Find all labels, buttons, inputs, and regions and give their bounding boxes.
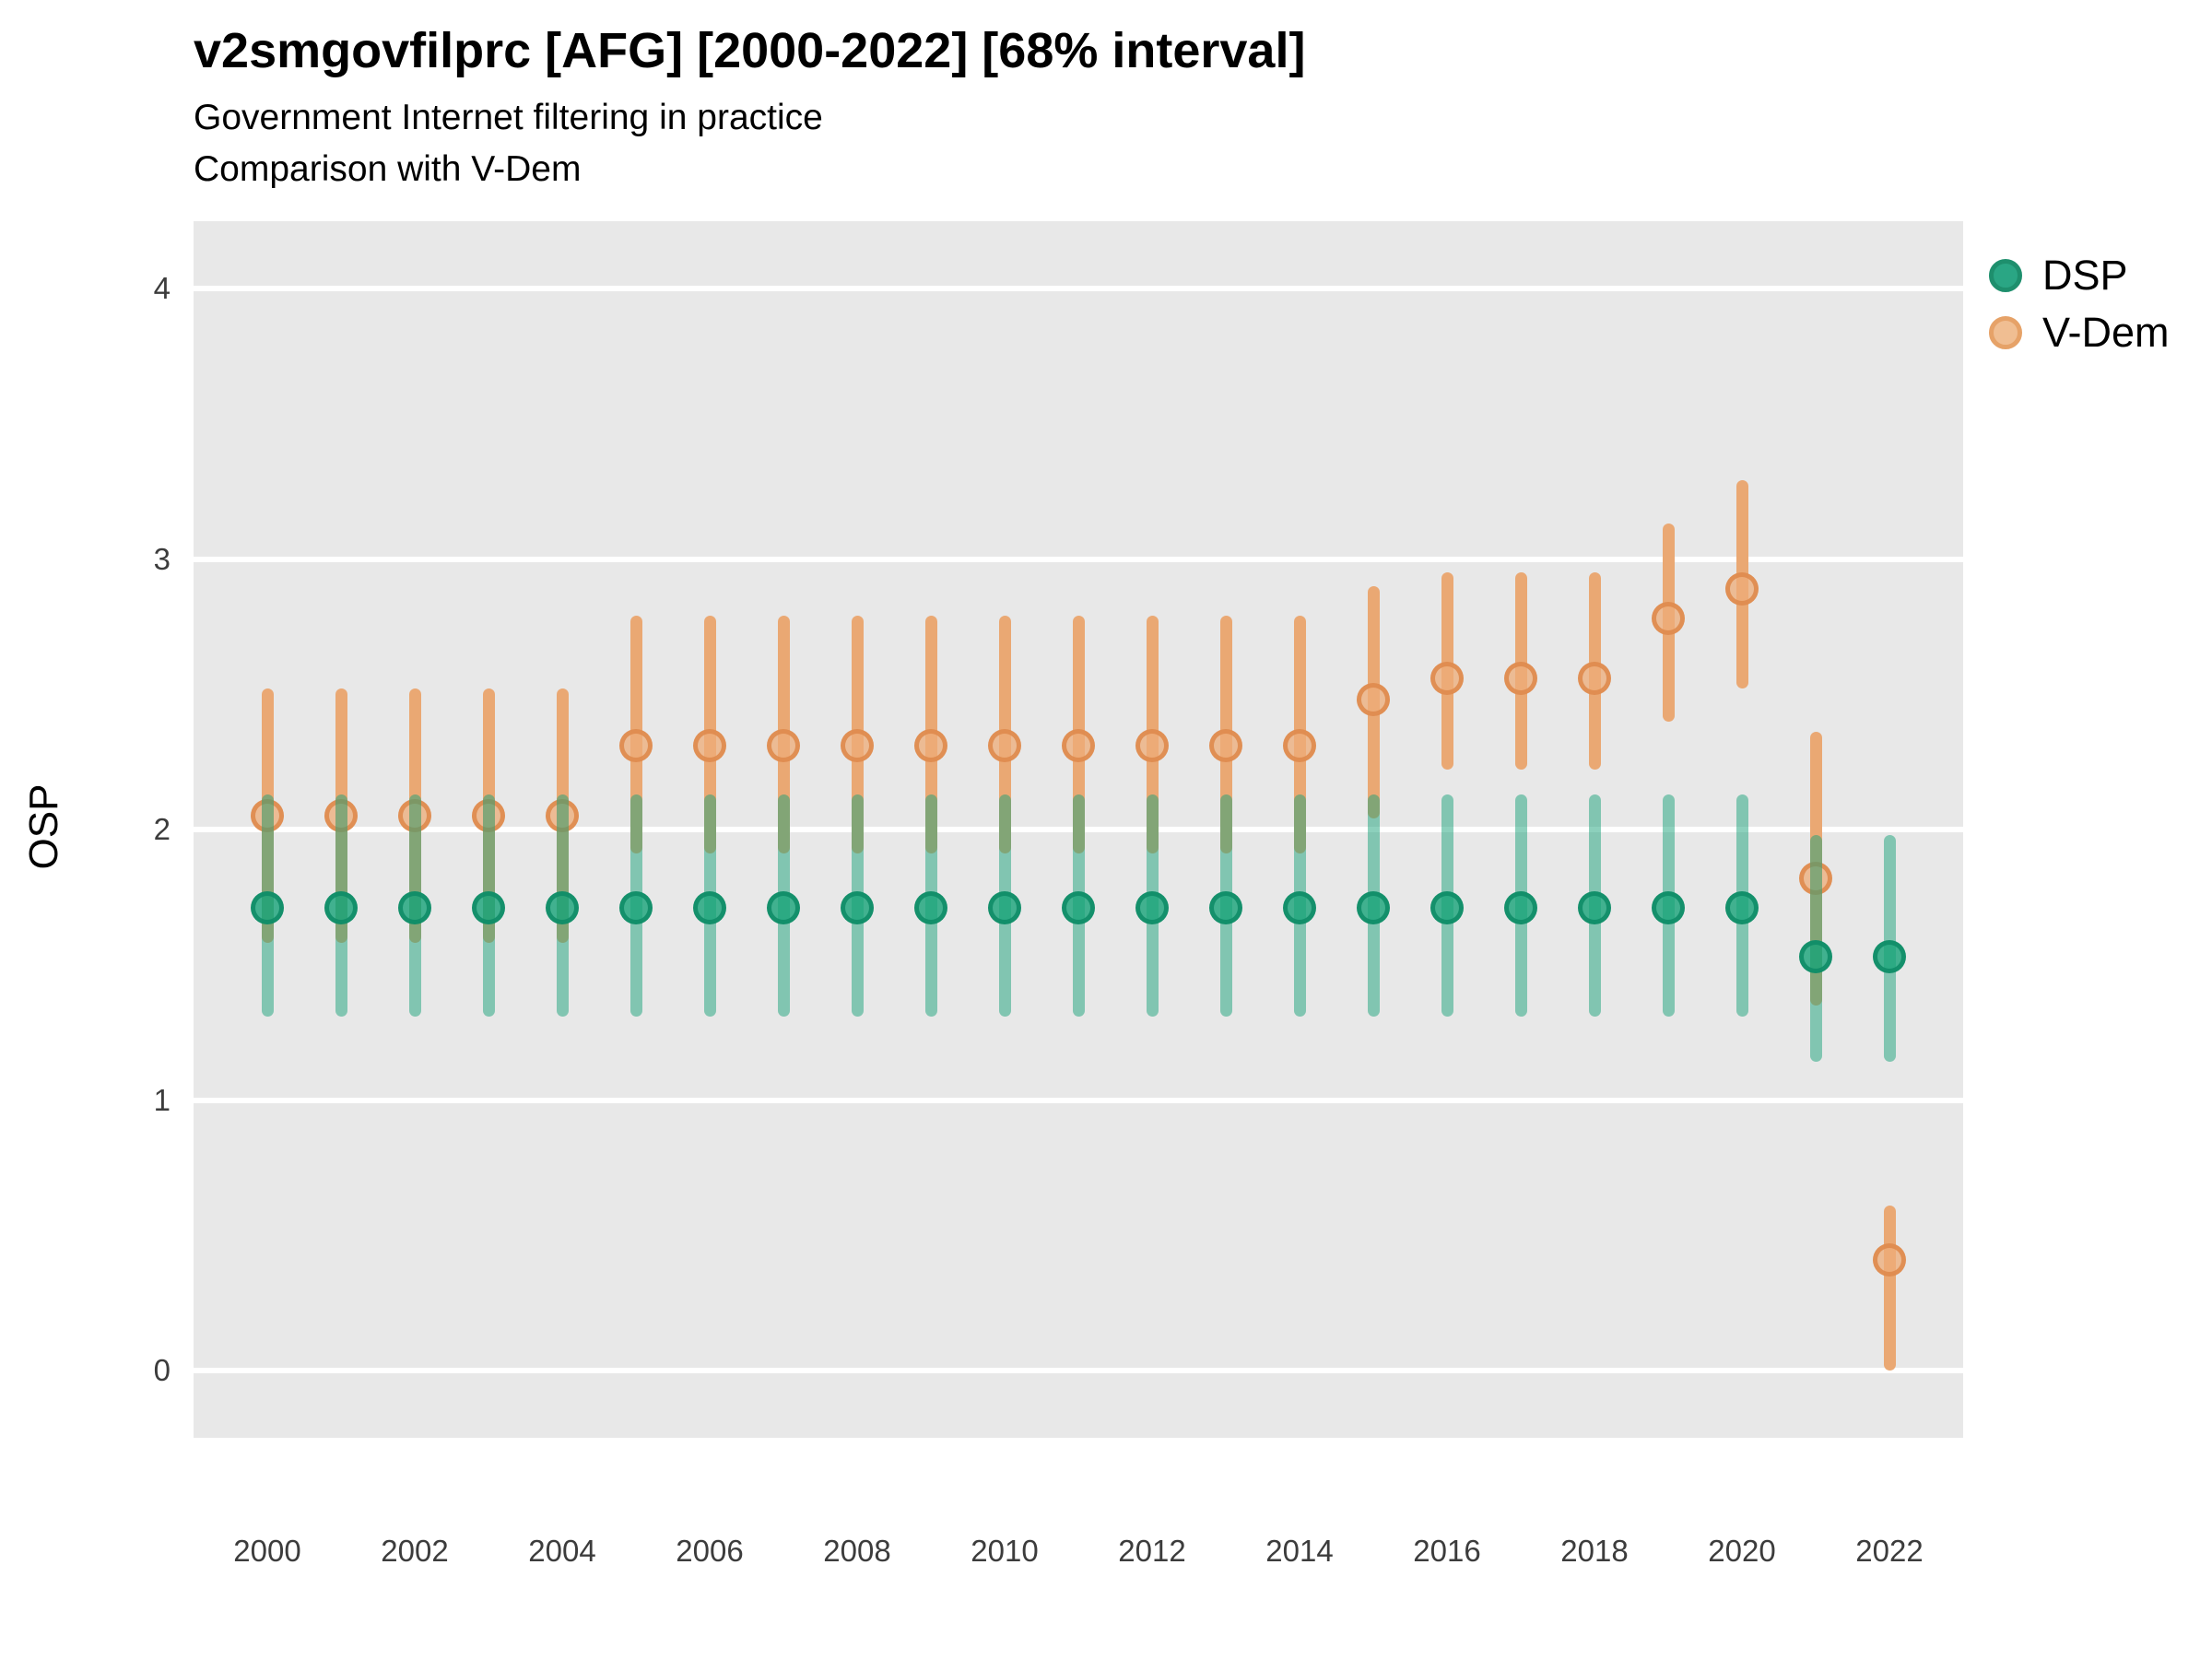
x-tick-label-2020: 2020 [1708,1534,1776,1568]
vdem-point [988,729,1021,762]
gridline-y-0 [194,1368,1963,1373]
legend-marker-icon [1989,259,2022,292]
y-tick-label-0: 0 [153,1353,171,1387]
x-tick-label-2014: 2014 [1265,1534,1334,1568]
x-tick-label-2002: 2002 [381,1534,449,1568]
dsp-point [767,891,800,925]
dsp-point [1799,939,1832,973]
vdem-interval-bar [1883,1205,1896,1371]
dsp-point [619,891,653,925]
chart-subtitle: Government Internet filtering in practic… [194,98,823,137]
y-tick-label-1: 1 [153,1082,171,1117]
vdem-point [1578,661,1611,695]
y-tick-label-4: 4 [153,271,171,305]
legend-label: DSP [2042,252,2128,299]
legend-item-v-dem: V-Dem [1989,304,2170,361]
dsp-point [1283,891,1316,925]
dsp-point [1135,891,1169,925]
vdem-point [1873,1242,1906,1277]
dsp-point [841,891,874,925]
y-tick-label-3: 3 [153,541,171,576]
dsp-point [1062,891,1095,925]
x-tick-label-2012: 2012 [1118,1534,1186,1568]
dsp-point [251,891,284,925]
vdem-point [841,729,874,762]
dsp-point [914,891,947,925]
vdem-point [1283,729,1316,762]
dsp-point [1357,891,1390,925]
vdem-point [1652,602,1685,636]
x-tick-label-2016: 2016 [1413,1534,1481,1568]
vdem-point [1135,729,1169,762]
x-tick-label-2010: 2010 [971,1534,1039,1568]
x-tick-label-2000: 2000 [233,1534,301,1568]
legend-item-dsp: DSP [1989,247,2170,304]
dsp-point [546,891,579,925]
legend-marker-icon [1989,316,2022,349]
vdem-point [1209,729,1242,762]
vdem-point [1504,661,1537,695]
dsp-point [1725,891,1759,925]
vdem-point [1725,571,1759,606]
x-tick-label-2008: 2008 [823,1534,891,1568]
dsp-point [1209,891,1242,925]
vdem-point [1430,661,1464,695]
x-tick-label-2004: 2004 [528,1534,596,1568]
legend: DSP V-Dem [1989,247,2170,361]
dsp-point [693,891,726,925]
vdem-point [1357,683,1390,717]
dsp-point [398,891,431,925]
dsp-point [1504,891,1537,925]
y-axis-title: OSP [21,783,66,870]
vdem-point [767,729,800,762]
chart-subtitle-2: Comparison with V-Dem [194,149,582,189]
dsp-point [988,891,1021,925]
x-tick-label-2006: 2006 [676,1534,744,1568]
dsp-point [1430,891,1464,925]
x-tick-label-2022: 2022 [1855,1534,1924,1568]
y-tick-label-2: 2 [153,812,171,846]
gridline-y-1 [194,1097,1963,1103]
x-tick-label-2018: 2018 [1560,1534,1629,1568]
vdem-point [693,729,726,762]
vdem-point [914,729,947,762]
dsp-point [1578,891,1611,925]
gridline-y-4 [194,286,1963,291]
gridline-y-3 [194,556,1963,562]
dsp-point [1652,891,1685,925]
chart-title: v2smgovfilprc [AFG] [2000-2022] [68% int… [194,23,1306,78]
legend-label: V-Dem [2042,309,2170,356]
vdem-point [619,729,653,762]
dsp-point [324,891,358,925]
dsp-point [1873,939,1906,973]
plot-panel [194,221,1963,1438]
vdem-point [1062,729,1095,762]
dsp-point [472,891,505,925]
